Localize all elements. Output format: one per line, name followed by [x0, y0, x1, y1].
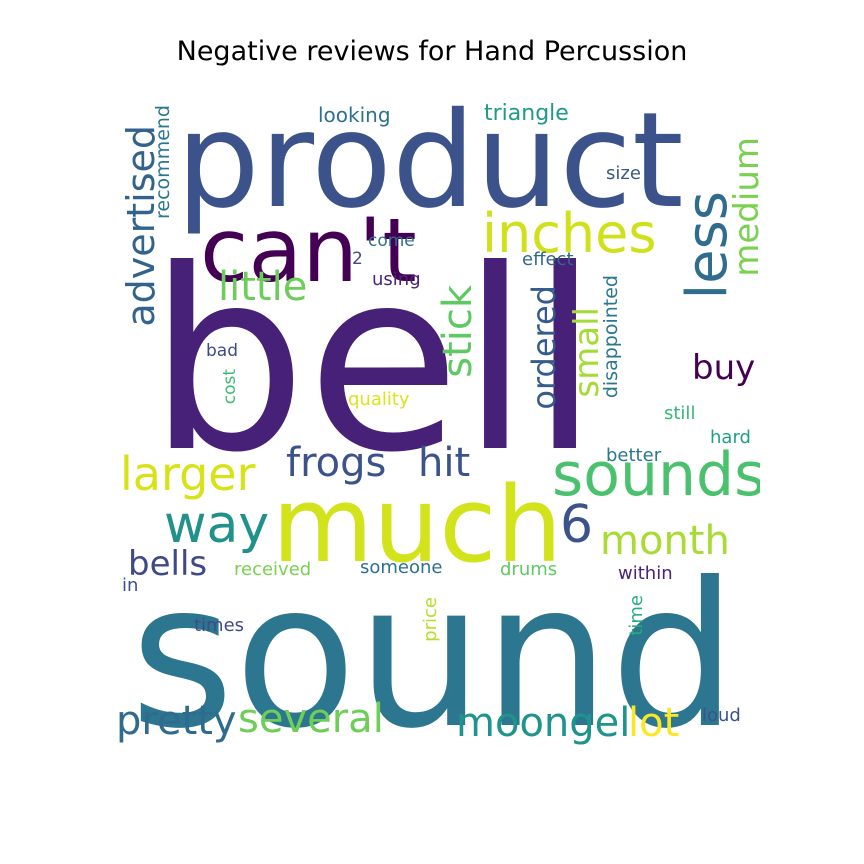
word-much: much	[272, 464, 563, 586]
word-someone: someone	[360, 557, 443, 578]
word-bell: bell	[148, 216, 600, 507]
word-product: product	[176, 95, 684, 238]
word-larger: larger	[120, 447, 256, 501]
word-times: times	[194, 615, 245, 636]
word-drums: drums	[500, 559, 558, 580]
word-loud: loud	[702, 705, 741, 726]
word-moongel: moongel	[456, 700, 631, 745]
word-bells: bells	[128, 544, 208, 584]
word-hard: hard	[710, 427, 751, 448]
word-inches: inches	[482, 202, 657, 265]
word-disappointed: disappointed	[600, 275, 622, 399]
word-time: time	[626, 595, 647, 636]
word-several: several	[238, 696, 384, 742]
word-stick: stick	[435, 285, 481, 378]
word-in: in	[122, 575, 139, 596]
word-six: 6	[560, 495, 594, 555]
word-triangle: triangle	[484, 101, 569, 126]
word-advertised: advertised	[119, 125, 163, 327]
word-looking: looking	[318, 103, 391, 127]
word-still: still	[664, 403, 696, 424]
word-sounds: sounds	[552, 440, 760, 510]
word-price: price	[420, 597, 441, 642]
word-effect: effect	[522, 249, 574, 270]
word-come: come	[368, 231, 415, 251]
word-cost: cost	[220, 369, 240, 405]
word-two: 2	[352, 249, 363, 269]
word-month: month	[600, 518, 730, 564]
word-medium: medium	[727, 137, 760, 277]
word-way: way	[164, 495, 270, 555]
word-ordered: ordered	[525, 285, 563, 410]
chart-title: Negative reviews for Hand Percussion	[176, 36, 688, 67]
word-lot: lot	[628, 700, 680, 745]
word-hit: hit	[418, 440, 471, 486]
word-received: received	[234, 559, 312, 580]
word-frogs: frogs	[286, 440, 387, 486]
word-pretty: pretty	[116, 698, 237, 744]
word-quality: quality	[348, 389, 410, 410]
word-sound: sound	[130, 540, 738, 746]
word-cant: can't	[200, 199, 417, 302]
word-size: size	[606, 163, 641, 184]
word-better: better	[606, 445, 662, 466]
word-using: using	[372, 269, 421, 290]
word-little: little	[218, 264, 308, 310]
word-cloud: product can't bell inches looking triang…	[110, 95, 760, 745]
word-within: within	[618, 563, 673, 584]
word-bad: bad	[206, 341, 238, 361]
word-small: small	[567, 307, 607, 398]
word-buy: buy	[692, 348, 756, 388]
